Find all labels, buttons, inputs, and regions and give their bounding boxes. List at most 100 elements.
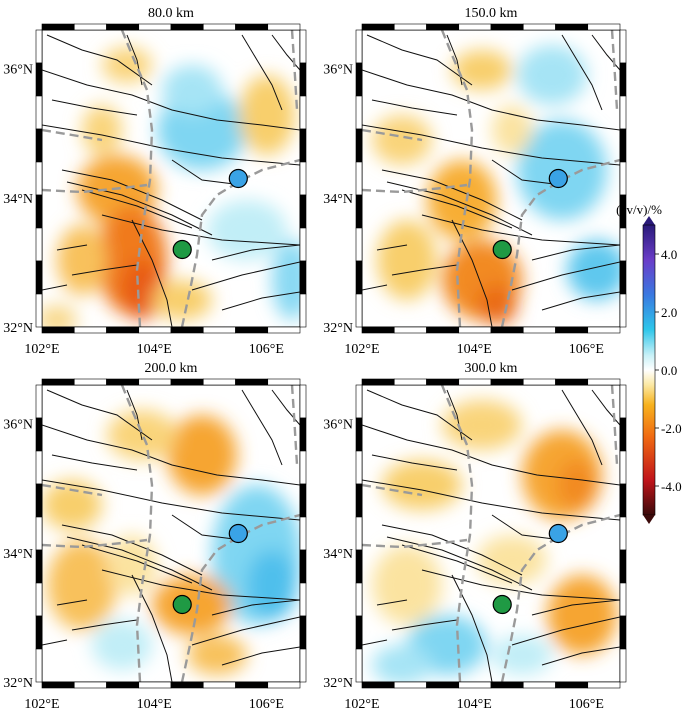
x-tick-label: 102°E (344, 342, 379, 357)
frame-segment (619, 615, 627, 650)
frame-segment (35, 582, 43, 617)
frame-segment (299, 293, 307, 328)
frame-segment (355, 227, 363, 262)
frame-segment (619, 62, 627, 97)
station-blue-marker (548, 523, 568, 544)
frame-segment (355, 260, 363, 295)
frame-segment (361, 681, 395, 689)
colorbar-tick-label: -2.0 (661, 421, 682, 436)
frame-segment (490, 378, 524, 386)
frame-segment (555, 378, 589, 386)
frame-segment (35, 483, 43, 518)
frame-segment (587, 326, 621, 334)
frame-segment (619, 450, 627, 485)
frame-segment (522, 378, 556, 386)
frame-segment (299, 128, 307, 163)
frame-segment (299, 450, 307, 485)
frame-segment (393, 681, 427, 689)
frame-segment (35, 417, 43, 452)
velocity-anomaly-field (362, 30, 620, 327)
frame-segment (619, 29, 627, 64)
frame-segment (73, 23, 107, 31)
frame-segment (355, 549, 363, 584)
x-tick-label: 106°E (569, 697, 604, 712)
frame-segment (35, 384, 43, 419)
x-tick-label: 102°E (24, 697, 59, 712)
frame-segment (299, 29, 307, 64)
frame-segment (170, 326, 204, 334)
frame-segment (355, 384, 363, 419)
frame-segment (361, 378, 395, 386)
panel-title: 150.0 km (465, 6, 518, 21)
frame-segment (355, 95, 363, 130)
velocity-anomaly-field (362, 385, 620, 682)
frame-segment (355, 648, 363, 683)
frame-segment (35, 260, 43, 295)
frame-segment (35, 29, 43, 64)
station-blue-marker (228, 168, 248, 189)
frame-segment (73, 681, 107, 689)
frame-segment (267, 326, 301, 334)
panel-200km: 200.0 km 102°E 104°E 106°E 36°N 34°N 32°N (3, 361, 307, 712)
frame-segment (299, 161, 307, 196)
frame-segment (355, 29, 363, 64)
frame-segment (299, 194, 307, 229)
frame-segment (73, 378, 107, 386)
frame-segment (522, 681, 556, 689)
frame-segment (619, 582, 627, 617)
x-tick-label: 106°E (569, 342, 604, 357)
frame-segment (393, 378, 427, 386)
frame-segment (458, 378, 492, 386)
frame-segment (619, 95, 627, 130)
frame-segment (35, 549, 43, 584)
frame-segment (426, 681, 460, 689)
colorbar-ticks: 4.0 2.0 0.0 -2.0 -4.0 (655, 247, 682, 494)
colorbar-gradient (642, 224, 656, 516)
frame-segment (299, 549, 307, 584)
frame-segment (361, 23, 395, 31)
y-tick-label: 36°N (323, 63, 353, 78)
frame-segment (235, 378, 269, 386)
y-tick-label: 32°N (323, 321, 353, 336)
frame-segment (267, 681, 301, 689)
frame-segment (361, 326, 395, 334)
frame-segment (299, 227, 307, 262)
station-green-marker (172, 594, 192, 615)
frame-segment (138, 378, 172, 386)
frame-segment (355, 293, 363, 328)
frame-segment (490, 326, 524, 334)
panel-80km: 80.0 km 102°E 104°E 106°E 36°N 34°N 32°N (3, 6, 307, 357)
frame-segment (202, 681, 236, 689)
frame-segment (202, 378, 236, 386)
frame-segment (235, 326, 269, 334)
y-tick-label: 34°N (323, 192, 353, 207)
frame-segment (522, 23, 556, 31)
frame-segment (35, 450, 43, 485)
x-tick-label: 106°E (249, 342, 284, 357)
station-green-marker (172, 239, 192, 260)
frame-segment (35, 161, 43, 196)
frame-segment (202, 326, 236, 334)
x-tick-label: 104°E (137, 342, 172, 357)
frame-segment (355, 161, 363, 196)
panel-title: 80.0 km (148, 6, 194, 21)
frame-segment (202, 23, 236, 31)
frame-segment (299, 95, 307, 130)
frame-segment (619, 128, 627, 163)
y-tick-label: 32°N (3, 321, 33, 336)
y-tick-label: 32°N (323, 676, 353, 691)
frame-segment (619, 417, 627, 452)
frame-segment (355, 483, 363, 518)
frame-segment (458, 326, 492, 334)
x-tick-label: 104°E (457, 697, 492, 712)
frame-segment (555, 326, 589, 334)
colorbar-tick-label: 4.0 (661, 247, 677, 262)
frame-segment (267, 378, 301, 386)
frame-segment (35, 293, 43, 328)
frame-segment (426, 326, 460, 334)
x-tick-label: 104°E (137, 697, 172, 712)
frame-segment (35, 95, 43, 130)
frame-segment (299, 516, 307, 551)
frame-segment (587, 23, 621, 31)
frame-segment (73, 326, 107, 334)
